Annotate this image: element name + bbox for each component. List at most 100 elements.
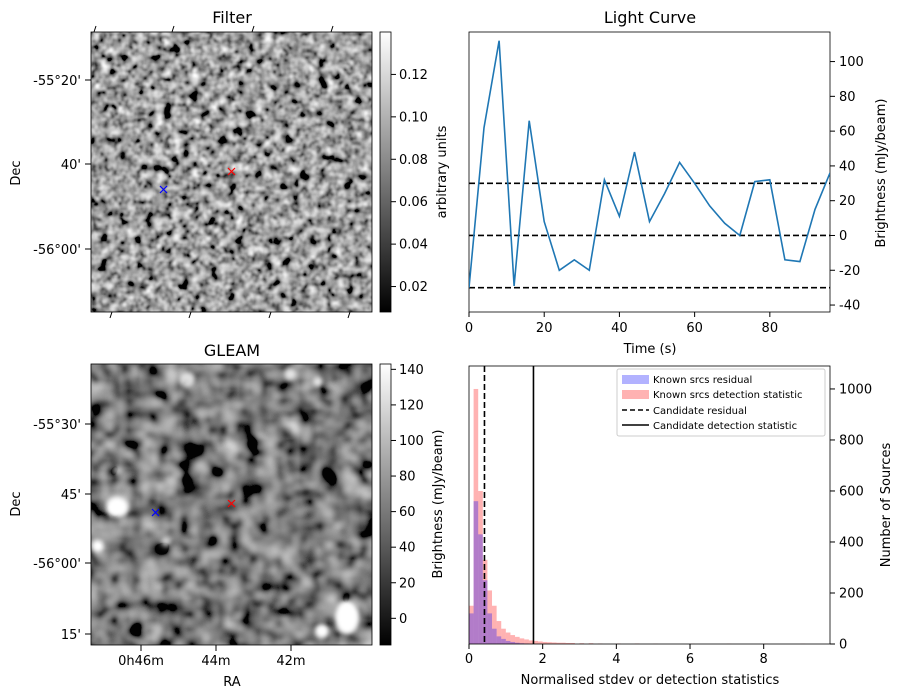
histogram-bar	[565, 642, 571, 644]
filter-y-label: Dec	[9, 160, 24, 185]
histogram-bar	[496, 636, 502, 644]
histogram-bar	[505, 640, 511, 644]
histogram-bar	[505, 632, 511, 644]
legend-label: Known srcs residual	[653, 375, 752, 386]
histogram-legend: Known srcs residual Known srcs detection…	[616, 368, 826, 437]
histogram-bar	[524, 639, 529, 644]
legend-label: Candidate detection statistic	[653, 421, 797, 432]
filter-y-tick-label: 40'	[61, 158, 81, 173]
gleam-y-tick-label: -55°30'	[33, 418, 81, 433]
gleam-source	[315, 624, 329, 638]
colorbar-tick-label: 0.04	[399, 238, 428, 253]
light-curve-x-label: Time (s)	[623, 342, 677, 357]
colorbar-tick-label: 100	[399, 434, 424, 449]
histogram-bar	[510, 641, 516, 644]
y-tick-label: 0	[839, 229, 847, 244]
gleam-y-tick-label: -56°00'	[33, 557, 81, 572]
x-tick-label: 6	[686, 652, 694, 667]
legend-swatch-residual	[622, 375, 649, 384]
y-tick-label: 60	[839, 125, 856, 140]
histogram-bar	[515, 636, 520, 644]
gleam-x-tick-label: 0h46m	[118, 654, 164, 669]
histogram-bar	[501, 628, 506, 644]
light-curve-y-ticks: -40 -20 0 20 40 60 80 100	[830, 55, 864, 314]
y-tick-label: 40	[839, 159, 856, 174]
filter-image-frame	[90, 31, 373, 313]
gleam-x-tick-label: 44m	[201, 654, 230, 669]
histogram-axes-frame	[468, 365, 831, 645]
y-tick-label: 1000	[839, 382, 872, 397]
gleam-source	[91, 539, 105, 553]
histogram-bar	[547, 642, 552, 644]
histogram-x-label: Normalised stdev or detection statistics	[521, 673, 780, 688]
gleam-y-tick-label: 15'	[61, 628, 81, 643]
light-curve-panel: Light Curve 0 20 40 60 80 -40 -20 0 20 40 60 80 100…	[465, 8, 889, 357]
filter-colorbar: 0.02 0.04 0.06 0.08 0.10 0.12 arbitrary units	[379, 31, 450, 313]
x-tick-label: 80	[762, 321, 779, 336]
histogram-bar	[561, 642, 566, 644]
y-tick-label: 20	[839, 194, 856, 209]
filter-colorbar-ticks: 0.02 0.04 0.06 0.08 0.10 0.12	[391, 68, 428, 295]
x-tick-label: 0	[465, 321, 473, 336]
gleam-colorbar-label: Brightness (mJy/beam)	[431, 430, 446, 579]
gleam-image-frame	[90, 363, 373, 646]
gleam-image-noise	[91, 364, 372, 645]
light-curve-series-line	[469, 40, 830, 288]
histogram-bar	[492, 628, 497, 644]
histogram-panel: 0 2 4 6 8 0 200 400 600 800 1000 Normalised stdev…	[465, 365, 894, 688]
legend-box	[616, 368, 826, 437]
histogram-bar	[556, 642, 562, 644]
colorbar-tick-label: 60	[399, 505, 416, 520]
gleam-x-tick-label: 42m	[276, 654, 305, 669]
filter-candidate-marker	[227, 167, 236, 176]
x-tick-label: 20	[536, 321, 553, 336]
colorbar-tick-label: 0.06	[399, 195, 428, 210]
x-tick-label: 0	[465, 652, 473, 667]
filter-panel: Filter -55°20' 40' -56°00' Dec 0.020.040	[9, 8, 450, 319]
light-curve-y-label: Brightness (mJy/beam)	[874, 99, 889, 248]
legend-label: Known srcs detection statistic	[653, 390, 802, 401]
histogram-bar	[473, 388, 479, 644]
histogram-bar	[469, 613, 474, 644]
histogram-bar	[487, 590, 493, 644]
filter-reference-marker	[159, 185, 168, 194]
y-tick-label: -40	[839, 299, 860, 314]
x-tick-label: 4	[612, 652, 620, 667]
gleam-source	[161, 537, 171, 547]
histogram-bar	[528, 640, 534, 644]
gleam-title: GLEAM	[204, 341, 260, 360]
colorbar-tick-label: 140	[399, 363, 424, 378]
gleam-source	[113, 465, 123, 475]
histogram-bar	[515, 642, 520, 644]
filter-y-axis: -55°20' 40' -56°00' Dec	[9, 74, 91, 258]
legend-swatch-detection	[622, 390, 649, 399]
filter-colorbar-gradient	[379, 31, 392, 313]
histogram-bar	[487, 613, 493, 644]
histogram-candidate-lines	[483, 366, 535, 644]
light-curve-axes	[468, 31, 831, 313]
histogram-bar	[492, 605, 497, 644]
light-curve-x-ticks: 0 20 40 60 80	[465, 312, 778, 336]
colorbar-tick-label: 120	[399, 398, 424, 413]
histogram-bar	[570, 642, 575, 644]
gleam-bright-sources	[91, 368, 359, 638]
gleam-source	[335, 600, 359, 634]
gleam-candidate-marker	[227, 499, 236, 508]
gleam-x-label: RA	[223, 675, 241, 690]
y-tick-label: 600	[839, 484, 864, 499]
colorbar-tick-label: 0	[399, 612, 407, 627]
y-tick-label: -20	[839, 264, 860, 279]
histogram-y-ticks: 0 200 400 600 800 1000	[830, 382, 872, 653]
histogram-bar	[501, 638, 506, 644]
histogram-bar	[510, 635, 516, 644]
histogram-bar	[533, 640, 539, 644]
histogram-y-label: Number of Sources	[879, 443, 894, 568]
gleam-source	[313, 377, 323, 387]
histogram-bar	[469, 605, 474, 644]
colorbar-tick-label: 40	[399, 541, 416, 556]
x-tick-label: 2	[539, 652, 547, 667]
light-curve-title: Light Curve	[604, 8, 696, 27]
histogram-bar	[473, 501, 479, 644]
colorbar-tick-label: 20	[399, 576, 416, 591]
